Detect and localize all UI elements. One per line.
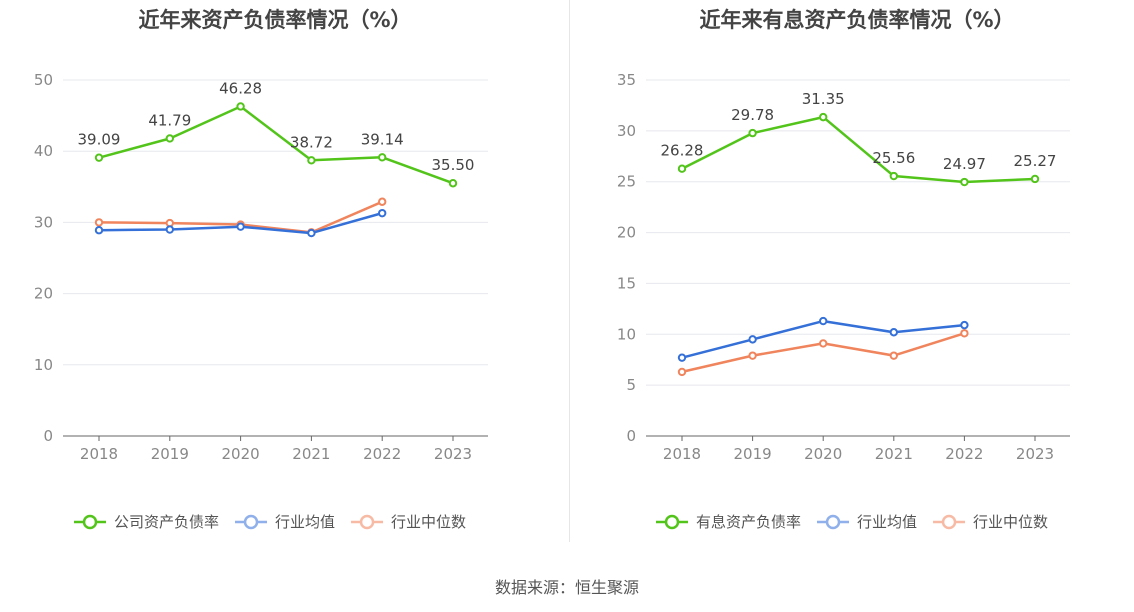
x-tick-label: 2022 (945, 445, 983, 463)
x-tick-label: 2023 (434, 445, 472, 463)
y-tick-label: 5 (626, 376, 636, 394)
legend-marker (825, 514, 841, 530)
y-tick-label: 50 (34, 71, 53, 89)
y-tick-label: 40 (34, 142, 53, 160)
data-point (960, 177, 969, 187)
y-tick-label: 25 (617, 173, 636, 191)
data-point (677, 367, 687, 377)
y-tick-label: 30 (617, 122, 636, 140)
data-point (748, 128, 757, 138)
x-tick-label: 2018 (80, 445, 118, 463)
data-label: 38.72 (290, 133, 333, 151)
data-point (94, 153, 104, 162)
data-label: 39.14 (361, 130, 404, 148)
data-label: 46.28 (219, 79, 262, 97)
data-label: 29.78 (731, 106, 774, 124)
series-line (681, 115, 1036, 184)
x-tick-label: 2020 (222, 445, 260, 463)
data-point (748, 351, 757, 360)
data-label: 26.28 (661, 142, 704, 160)
y-tick-label: 20 (617, 224, 636, 242)
data-label: 31.35 (802, 90, 845, 108)
y-tick-label: 30 (34, 213, 53, 231)
chart-svg: 0 5 10 15 20 25 30 35 2018 2019 2020 2021 2022 2023 26… (617, 71, 1070, 531)
data-point (677, 164, 687, 173)
data-point (378, 153, 387, 162)
legend-marker (664, 514, 680, 530)
x-tick-label: 2020 (804, 445, 842, 463)
y-tick-label: 0 (43, 427, 53, 445)
legend-label: 行业均值 (275, 513, 335, 531)
data-point (677, 353, 687, 362)
legend-label: 行业中位数 (391, 513, 466, 531)
data-point (165, 134, 175, 143)
y-tick-label: 0 (626, 427, 636, 445)
data-point (748, 335, 757, 344)
data-label: 24.97 (943, 155, 986, 173)
y-tick-label: 10 (617, 325, 636, 343)
legend-label: 行业中位数 (973, 513, 1048, 531)
y-tick-label: 20 (34, 285, 53, 303)
data-point (1030, 174, 1040, 184)
legend-label: 公司资产负债率 (114, 513, 219, 531)
legend-marker (941, 514, 957, 530)
data-point (94, 218, 104, 227)
data-point (819, 339, 828, 348)
legend-marker (243, 514, 259, 530)
series-line (681, 332, 965, 374)
data-label: 25.56 (872, 149, 915, 167)
data-point (378, 208, 387, 218)
legend-label: 行业均值 (857, 513, 917, 531)
data-point (448, 179, 458, 188)
x-tick-label: 2019 (734, 445, 772, 463)
data-label: 41.79 (148, 111, 191, 129)
chart-left: 近年来资产负债率情况（%） 0 10 20 30 40 50 2018 2019 2020 202… (0, 0, 550, 560)
data-point (236, 102, 245, 111)
data-point (960, 320, 969, 330)
data-source: 数据来源：恒生聚源 (494, 578, 639, 597)
data-point (819, 316, 828, 326)
x-tick-label: 2018 (663, 445, 701, 463)
data-point (960, 329, 969, 338)
data-point (307, 228, 316, 238)
data-label: 35.50 (432, 156, 475, 174)
data-label: 25.27 (1014, 152, 1057, 170)
data-point (889, 351, 898, 360)
x-tick-label: 2021 (875, 445, 913, 463)
chart-svg: 0 10 20 30 40 50 2018 2019 2020 2021 2022 2023 39.09… (34, 71, 488, 531)
panel-divider (569, 0, 570, 542)
data-point (236, 222, 245, 231)
data-point (889, 328, 898, 337)
chart-title: 近年来资产负债率情况（%） (138, 8, 412, 32)
x-tick-label: 2019 (151, 445, 189, 463)
data-point (165, 225, 175, 234)
data-point (378, 197, 387, 206)
y-tick-label: 10 (34, 356, 53, 374)
x-tick-label: 2022 (363, 445, 401, 463)
data-point (889, 171, 898, 181)
chart-title: 近年来有息资产负债率情况（%） (699, 8, 1015, 32)
data-label: 39.09 (78, 131, 121, 149)
x-tick-label: 2021 (292, 445, 330, 463)
legend-marker (359, 514, 375, 530)
legend-label: 有息资产负债率 (696, 513, 801, 531)
y-tick-label: 15 (617, 274, 636, 292)
data-point (819, 112, 828, 122)
y-tick-label: 35 (617, 71, 636, 89)
legend-marker (82, 514, 98, 530)
x-tick-label: 2023 (1016, 445, 1054, 463)
series-line (98, 105, 454, 185)
chart-right: 近年来有息资产负债率情况（%） 0 5 10 15 20 25 30 35 2018 2019 20… (580, 0, 1134, 560)
data-point (307, 156, 316, 165)
data-point (94, 226, 104, 235)
